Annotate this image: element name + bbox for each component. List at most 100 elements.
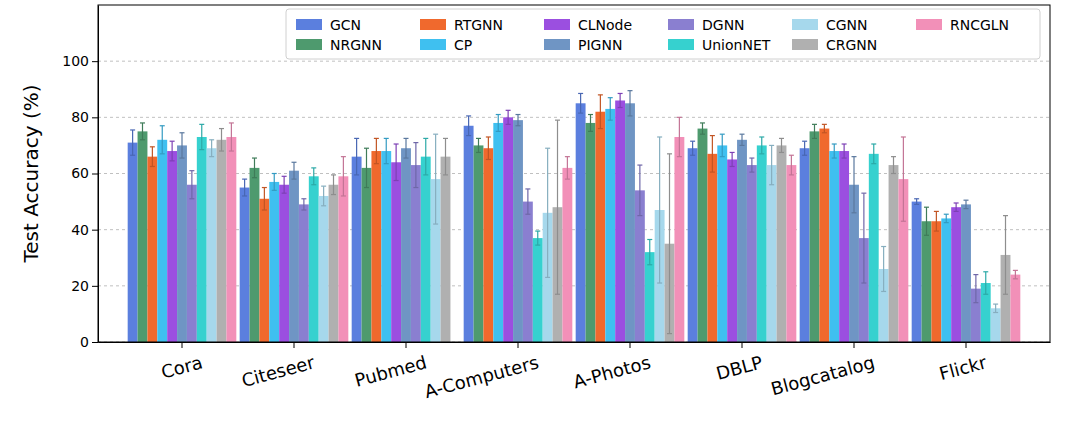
error-cap bbox=[199, 124, 204, 125]
bar bbox=[586, 123, 596, 342]
legend-label: RNCGLN bbox=[950, 17, 1009, 33]
error-bar bbox=[789, 155, 794, 175]
y-tick: 80 bbox=[71, 109, 98, 125]
error-cap bbox=[130, 129, 135, 130]
error-line bbox=[386, 138, 387, 163]
error-line bbox=[781, 138, 782, 152]
error-line bbox=[995, 304, 996, 312]
error-cap bbox=[229, 150, 234, 151]
plot-area bbox=[128, 91, 1021, 342]
error-cap bbox=[608, 97, 613, 98]
error-cap bbox=[565, 179, 570, 180]
bar bbox=[207, 148, 217, 342]
bar-series bbox=[217, 120, 1011, 342]
legend-item: CRGNN bbox=[792, 37, 877, 53]
bar-series bbox=[128, 93, 922, 342]
bar bbox=[533, 238, 543, 342]
error-bar bbox=[209, 140, 214, 157]
error-line bbox=[610, 98, 611, 120]
error-cap bbox=[242, 179, 247, 180]
x-tick: A-Photos bbox=[571, 342, 653, 392]
error-cap bbox=[262, 209, 267, 210]
y-tick-label: 100 bbox=[62, 53, 89, 69]
bar bbox=[912, 202, 922, 342]
error-cap bbox=[394, 180, 399, 181]
error-line bbox=[751, 158, 752, 172]
error-cap bbox=[272, 190, 277, 191]
error-bar bbox=[891, 157, 896, 174]
error-bar bbox=[292, 162, 297, 179]
error-bar bbox=[535, 231, 540, 245]
error-cap bbox=[341, 195, 346, 196]
bar bbox=[941, 218, 951, 342]
error-line bbox=[313, 168, 314, 185]
error-bar bbox=[720, 134, 725, 156]
error-line bbox=[946, 214, 947, 222]
error-line bbox=[1015, 270, 1016, 278]
error-cap bbox=[292, 162, 297, 163]
error-cap bbox=[973, 274, 978, 275]
error-line bbox=[620, 93, 621, 107]
error-bar bbox=[394, 144, 399, 181]
legend-item: CP bbox=[420, 37, 472, 53]
error-bar bbox=[901, 137, 906, 221]
x-tick-mark bbox=[966, 342, 967, 348]
error-line bbox=[590, 115, 591, 132]
y-axis: 020406080100 bbox=[62, 6, 98, 350]
error-line bbox=[732, 152, 733, 166]
error-cap bbox=[160, 153, 165, 154]
error-bar bbox=[973, 275, 978, 303]
error-line bbox=[893, 157, 894, 174]
bar bbox=[727, 159, 737, 342]
bar bbox=[259, 199, 269, 342]
error-cap bbox=[433, 134, 438, 135]
bar bbox=[128, 143, 138, 342]
error-line bbox=[936, 211, 937, 231]
error-cap bbox=[871, 163, 876, 164]
bar-series bbox=[157, 98, 951, 342]
x-tick-label: Pubmed bbox=[352, 351, 428, 390]
error-cap bbox=[759, 136, 764, 137]
error-line bbox=[468, 116, 469, 136]
error-line bbox=[863, 193, 864, 283]
error-bar bbox=[779, 138, 784, 152]
error-cap bbox=[993, 303, 998, 304]
bar bbox=[187, 185, 197, 342]
bar bbox=[391, 162, 401, 342]
bar bbox=[138, 131, 148, 342]
error-line bbox=[965, 200, 966, 208]
y-tick-mark bbox=[92, 342, 98, 343]
bar bbox=[197, 137, 207, 342]
bar bbox=[707, 154, 717, 342]
error-cap bbox=[423, 174, 428, 175]
error-bar bbox=[423, 138, 428, 175]
bar bbox=[381, 151, 391, 342]
grid-line bbox=[98, 117, 1050, 118]
error-cap bbox=[934, 211, 939, 212]
error-line bbox=[244, 179, 245, 196]
bar bbox=[464, 126, 474, 342]
error-line bbox=[853, 157, 854, 213]
error-line bbox=[883, 247, 884, 292]
error-cap bbox=[331, 174, 336, 175]
error-cap bbox=[443, 174, 448, 175]
error-cap bbox=[374, 138, 379, 139]
error-cap bbox=[861, 282, 866, 283]
error-line bbox=[916, 199, 917, 205]
error-line bbox=[567, 157, 568, 179]
error-line bbox=[824, 124, 825, 132]
error-cap bbox=[443, 138, 448, 139]
error-cap bbox=[219, 128, 224, 129]
error-cap bbox=[700, 122, 705, 123]
error-cap bbox=[555, 294, 560, 295]
error-cap bbox=[871, 143, 876, 144]
error-cap bbox=[1013, 270, 1018, 271]
error-bar bbox=[637, 165, 642, 216]
error-bar bbox=[301, 199, 306, 210]
error-cap bbox=[331, 194, 336, 195]
bar bbox=[786, 165, 796, 342]
error-cap bbox=[598, 128, 603, 129]
bar bbox=[605, 109, 615, 342]
x-tick-mark bbox=[630, 342, 631, 348]
bar bbox=[411, 165, 421, 342]
